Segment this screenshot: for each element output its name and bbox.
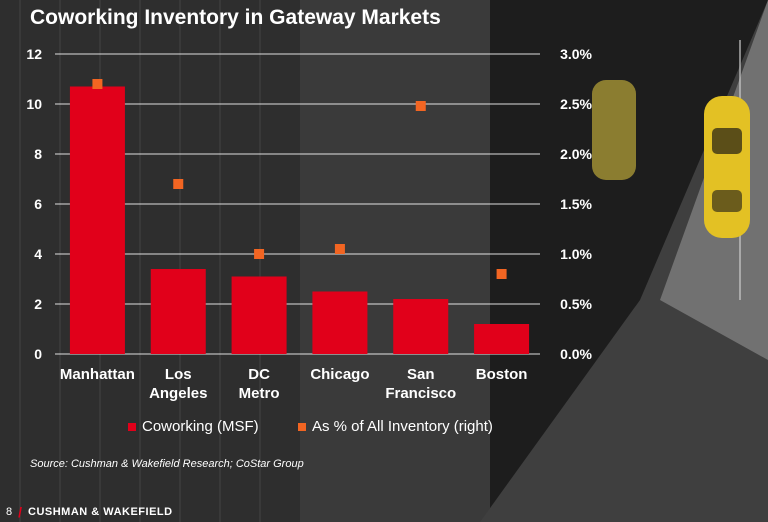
legend-bar: Coworking (MSF) [128,418,259,435]
bar [393,299,449,354]
y-left-tick-label: 8 [34,146,42,162]
y-right-tick-label: 0.5% [560,296,592,312]
x-tick-label: Los [165,366,192,383]
y-right-tick-label: 0.0% [560,346,592,362]
y-left-tick-label: 10 [26,96,42,112]
y-left-tick-label: 6 [34,196,42,212]
chart-title: Coworking Inventory in Gateway Markets [30,6,441,29]
x-tick-label: San [407,366,435,383]
marker-point [92,79,103,89]
legend-bar-swatch [128,422,136,431]
marker-point [415,101,426,111]
y-right-tick-label: 2.0% [560,146,592,162]
x-tick-label: Chicago [310,366,369,383]
y-left-tick-label: 12 [26,46,42,62]
y-right-tick-label: 2.5% [560,96,592,112]
x-tick-label: Angeles [149,385,207,402]
footer: 8 / CUSHMAN & WAKEFIELD [6,504,173,520]
page-number: 8 [6,506,13,518]
x-tick-label: DC [248,366,270,383]
x-tick-label: Manhattan [60,366,135,383]
legend-bar-label: Coworking (MSF) [142,418,259,435]
y-right-tick-label: 3.0% [560,46,592,62]
taxi-image [592,80,750,238]
x-tick-label: Boston [476,366,528,383]
y-left-tick-label: 4 [34,246,42,262]
bar [474,324,530,354]
bar [312,291,368,354]
brand-slash-icon: / [18,504,23,520]
legend-marker: As % of All Inventory (right) [298,418,493,435]
bar [231,276,287,354]
legend-marker-label: As % of All Inventory (right) [312,418,493,435]
x-tick-label: Francisco [385,385,456,402]
marker-point [254,249,265,259]
y-left-tick-label: 2 [34,296,42,312]
bar [69,86,125,354]
marker-point [173,179,184,189]
legend-marker-swatch [298,422,306,431]
y-left-tick-label: 0 [34,346,42,362]
marker-point [334,244,345,254]
y-right-tick-label: 1.0% [560,246,592,262]
marker-point [496,269,507,279]
x-tick-label: Metro [239,385,280,402]
source-note: Source: Cushman & Wakefield Research; Co… [30,458,304,470]
brand-name: CUSHMAN & WAKEFIELD [28,506,173,518]
bar [150,269,206,354]
y-right-tick-label: 1.5% [560,196,592,212]
